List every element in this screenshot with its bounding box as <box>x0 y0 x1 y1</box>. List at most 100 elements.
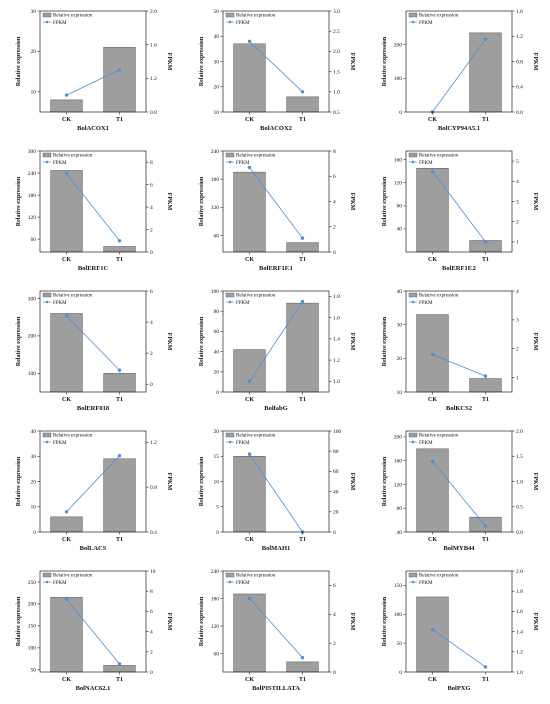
y-tick-label: 40 <box>214 34 220 40</box>
chart-svg: 40 80 120 160 200 0.0 0.5 1.0 1.5 2.0 CK T1 Relative… <box>382 429 538 552</box>
fpkm-point <box>117 662 122 666</box>
legend-bar-swatch <box>42 152 52 158</box>
legend-line-marker <box>228 300 232 304</box>
y-tick-label: 40 <box>214 349 220 355</box>
gene-name: BolACOX2 <box>260 125 292 132</box>
y2-tick-label: 0 <box>150 382 153 388</box>
bar <box>50 170 83 253</box>
y2-tick-label: 6 <box>333 583 336 589</box>
y2-tick-label: 2 <box>516 347 519 353</box>
x-tick-label: CK <box>428 537 437 543</box>
y-tick-label: 80 <box>214 309 220 315</box>
fpkm-point <box>430 352 435 357</box>
y-tick-label: 60 <box>214 233 220 239</box>
y-tick-label: 160 <box>394 459 403 465</box>
y-tick-label: 40 <box>397 227 403 233</box>
y2-tick-label: 2.5 <box>333 29 340 35</box>
y-tick-label: 10 <box>214 479 220 485</box>
y2-tick-label: 1.2 <box>516 650 523 656</box>
y-axis-title: Relative expression <box>199 596 205 646</box>
y2-tick-label: 1.2 <box>333 358 340 364</box>
fpkm-point <box>247 39 252 43</box>
bar <box>469 378 502 393</box>
x-tick-label: CK <box>62 677 71 683</box>
x-tick-label: T1 <box>482 677 489 683</box>
legend-bar-label: Relative expression <box>236 14 276 19</box>
fpkm-point <box>300 236 305 240</box>
y-tick-label: 240 <box>211 149 220 155</box>
y-tick-label: 100 <box>28 646 37 652</box>
y-axis-title: Relative expression <box>382 596 388 646</box>
fpkm-point <box>64 597 69 601</box>
y2-tick-label: 8 <box>150 589 153 595</box>
legend-line-label: FPKM <box>419 21 433 26</box>
legend-bar-label: Relative expression <box>236 574 276 579</box>
y2-tick-label: 2 <box>333 641 336 647</box>
y2-tick-label: 4 <box>333 612 336 618</box>
plot-frame <box>39 150 147 253</box>
fpkm-line <box>432 629 486 668</box>
y2-tick-label: 1.2 <box>516 34 523 40</box>
y2-tick-label: 0 <box>150 250 153 256</box>
y2-axis-title: FPKM <box>532 473 538 491</box>
chart-svg: 60 120 180 240 0 2 4 6 8 CK T1 Relative expression F… <box>199 149 355 272</box>
y-tick-label: 180 <box>211 177 220 183</box>
fpkm-point <box>64 93 69 97</box>
y2-tick-label: 40 <box>333 489 339 495</box>
legend-bar-label: Relative expression <box>419 154 459 159</box>
bar <box>50 597 83 673</box>
legend-bar-swatch <box>408 572 418 578</box>
x-tick-label: T1 <box>299 397 306 403</box>
plot-frame <box>405 290 513 393</box>
y-tick-label: 100 <box>394 76 403 82</box>
gene-name: BolACOX1 <box>77 125 109 132</box>
x-tick-label: CK <box>428 257 437 263</box>
legend-line-marker <box>45 160 49 164</box>
y-tick-label: 120 <box>28 215 37 221</box>
fpkm-line <box>66 315 120 371</box>
y-tick-label: 20 <box>397 356 403 362</box>
legend-line-marker <box>45 580 49 584</box>
legend-line-label: FPKM <box>419 301 433 306</box>
y2-tick-label: 0 <box>150 670 153 676</box>
chart-svg: 0 100 200 0.0 0.4 0.8 1.2 1.6 CK T1 Relative expre… <box>382 9 538 132</box>
fpkm-line <box>249 598 303 658</box>
legend-line-label: FPKM <box>419 441 433 446</box>
chart-panel: 10 20 30 40 1 2 3 4 CK T1 Relative expression FPKM B… <box>366 280 549 420</box>
x-tick-label: CK <box>62 537 71 543</box>
x-tick-label: T1 <box>482 257 489 263</box>
legend-bar-label: Relative expression <box>53 434 93 439</box>
fpkm-point <box>64 314 69 318</box>
gene-name: BolERF1F.1 <box>259 265 293 272</box>
y-tick-label: 200 <box>28 334 37 340</box>
legend-bar-swatch <box>42 12 52 18</box>
y2-tick-label: 2.0 <box>333 49 340 55</box>
plot-frame <box>222 290 330 393</box>
y2-axis-title: FPKM <box>166 333 172 351</box>
y2-tick-label: 6 <box>150 182 153 188</box>
x-tick-label: T1 <box>482 537 489 543</box>
chart-svg: 10 20 30 0.8 1.2 1.6 2.0 CK T1 Relative expressio… <box>16 9 172 132</box>
x-tick-label: T1 <box>299 257 306 263</box>
y2-tick-label: 8 <box>333 149 336 155</box>
y2-tick-label: 1.5 <box>333 69 340 75</box>
y2-tick-label: 0.8 <box>516 59 523 65</box>
y2-tick-label: 3 <box>516 318 519 324</box>
legend-line-marker <box>228 440 232 444</box>
bar <box>50 516 83 533</box>
gene-name: BolPISTILLATA <box>252 685 300 692</box>
x-tick-label: CK <box>245 537 254 543</box>
bar <box>50 313 83 393</box>
legend-line-label: FPKM <box>419 161 433 166</box>
bar <box>233 349 266 393</box>
y-tick-label: 20 <box>214 85 220 91</box>
y-tick-label: 200 <box>394 42 403 48</box>
y-axis-title: Relative expression <box>16 596 22 646</box>
fpkm-point <box>483 665 488 669</box>
bar <box>286 242 319 253</box>
fpkm-point <box>483 37 488 42</box>
legend-line-marker <box>45 20 49 24</box>
y-tick-label: 120 <box>211 205 220 211</box>
fpkm-point <box>247 379 252 384</box>
y2-tick-label: 1.8 <box>516 589 523 595</box>
